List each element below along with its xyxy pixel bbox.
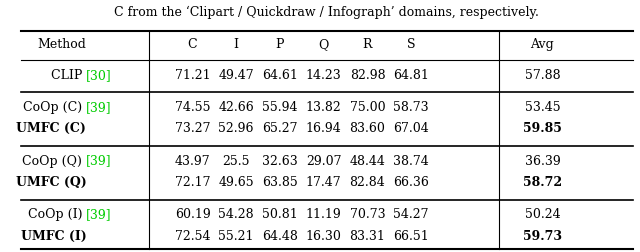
Text: 72.54: 72.54 xyxy=(175,230,211,243)
Text: 14.23: 14.23 xyxy=(306,69,342,82)
Text: 64.61: 64.61 xyxy=(262,69,298,82)
Text: 60.19: 60.19 xyxy=(175,208,211,222)
Text: 42.66: 42.66 xyxy=(218,101,254,114)
Text: 83.31: 83.31 xyxy=(349,230,385,243)
Text: 55.94: 55.94 xyxy=(262,101,298,114)
Text: UMFC (I): UMFC (I) xyxy=(20,230,86,243)
Text: 49.65: 49.65 xyxy=(218,176,254,189)
Text: 32.63: 32.63 xyxy=(262,154,298,168)
Text: 58.72: 58.72 xyxy=(523,176,562,189)
Text: CLIP: CLIP xyxy=(51,69,86,82)
Text: 54.28: 54.28 xyxy=(218,208,254,222)
Text: 75.00: 75.00 xyxy=(349,101,385,114)
Text: 74.55: 74.55 xyxy=(175,101,211,114)
Text: 52.96: 52.96 xyxy=(218,122,254,135)
Text: 66.36: 66.36 xyxy=(393,176,429,189)
Text: 71.21: 71.21 xyxy=(175,69,211,82)
Text: 72.17: 72.17 xyxy=(175,176,211,189)
Text: 64.48: 64.48 xyxy=(262,230,298,243)
Text: 73.27: 73.27 xyxy=(175,122,211,135)
Text: 67.04: 67.04 xyxy=(394,122,429,135)
Text: CoOp (Q): CoOp (Q) xyxy=(22,154,86,168)
Text: 63.85: 63.85 xyxy=(262,176,298,189)
Text: 54.27: 54.27 xyxy=(394,208,429,222)
Text: 11.19: 11.19 xyxy=(306,208,342,222)
Text: I: I xyxy=(234,38,239,51)
Text: 25.5: 25.5 xyxy=(223,154,250,168)
Text: R: R xyxy=(363,38,372,51)
Text: UMFC (C): UMFC (C) xyxy=(17,122,86,135)
Text: 16.30: 16.30 xyxy=(306,230,342,243)
Text: 58.73: 58.73 xyxy=(394,101,429,114)
Text: 36.39: 36.39 xyxy=(525,154,561,168)
Text: CoOp (C): CoOp (C) xyxy=(23,101,86,114)
Text: CoOp (I): CoOp (I) xyxy=(28,208,86,222)
Text: 55.21: 55.21 xyxy=(218,230,254,243)
Text: 82.98: 82.98 xyxy=(349,69,385,82)
Text: 50.24: 50.24 xyxy=(525,208,560,222)
Text: 64.81: 64.81 xyxy=(393,69,429,82)
Text: S: S xyxy=(407,38,415,51)
Text: 82.84: 82.84 xyxy=(349,176,385,189)
Text: 17.47: 17.47 xyxy=(306,176,342,189)
Text: 16.94: 16.94 xyxy=(306,122,342,135)
Text: C from the ‘Clipart / Quickdraw / Infograph’ domains, respectively.: C from the ‘Clipart / Quickdraw / Infogr… xyxy=(115,5,540,19)
Text: 50.81: 50.81 xyxy=(262,208,298,222)
Text: 49.47: 49.47 xyxy=(218,69,254,82)
Text: 43.97: 43.97 xyxy=(175,154,211,168)
Text: 38.74: 38.74 xyxy=(394,154,429,168)
Text: 66.51: 66.51 xyxy=(394,230,429,243)
Text: 29.07: 29.07 xyxy=(306,154,342,168)
Text: 65.27: 65.27 xyxy=(262,122,298,135)
Text: 70.73: 70.73 xyxy=(349,208,385,222)
Text: UMFC (Q): UMFC (Q) xyxy=(15,176,86,189)
Text: 59.85: 59.85 xyxy=(523,122,562,135)
Text: 57.88: 57.88 xyxy=(525,69,560,82)
Text: C: C xyxy=(188,38,197,51)
Text: 59.73: 59.73 xyxy=(523,230,562,243)
Text: Q: Q xyxy=(319,38,329,51)
Text: 48.44: 48.44 xyxy=(349,154,385,168)
Text: [39]: [39] xyxy=(86,154,112,168)
Text: [39]: [39] xyxy=(86,208,112,222)
Text: 13.82: 13.82 xyxy=(306,101,342,114)
Text: [30]: [30] xyxy=(86,69,112,82)
Text: 53.45: 53.45 xyxy=(525,101,560,114)
Text: 83.60: 83.60 xyxy=(349,122,385,135)
Text: Avg: Avg xyxy=(531,38,554,51)
Text: [39]: [39] xyxy=(86,101,112,114)
Text: P: P xyxy=(276,38,284,51)
Text: Method: Method xyxy=(37,38,86,51)
